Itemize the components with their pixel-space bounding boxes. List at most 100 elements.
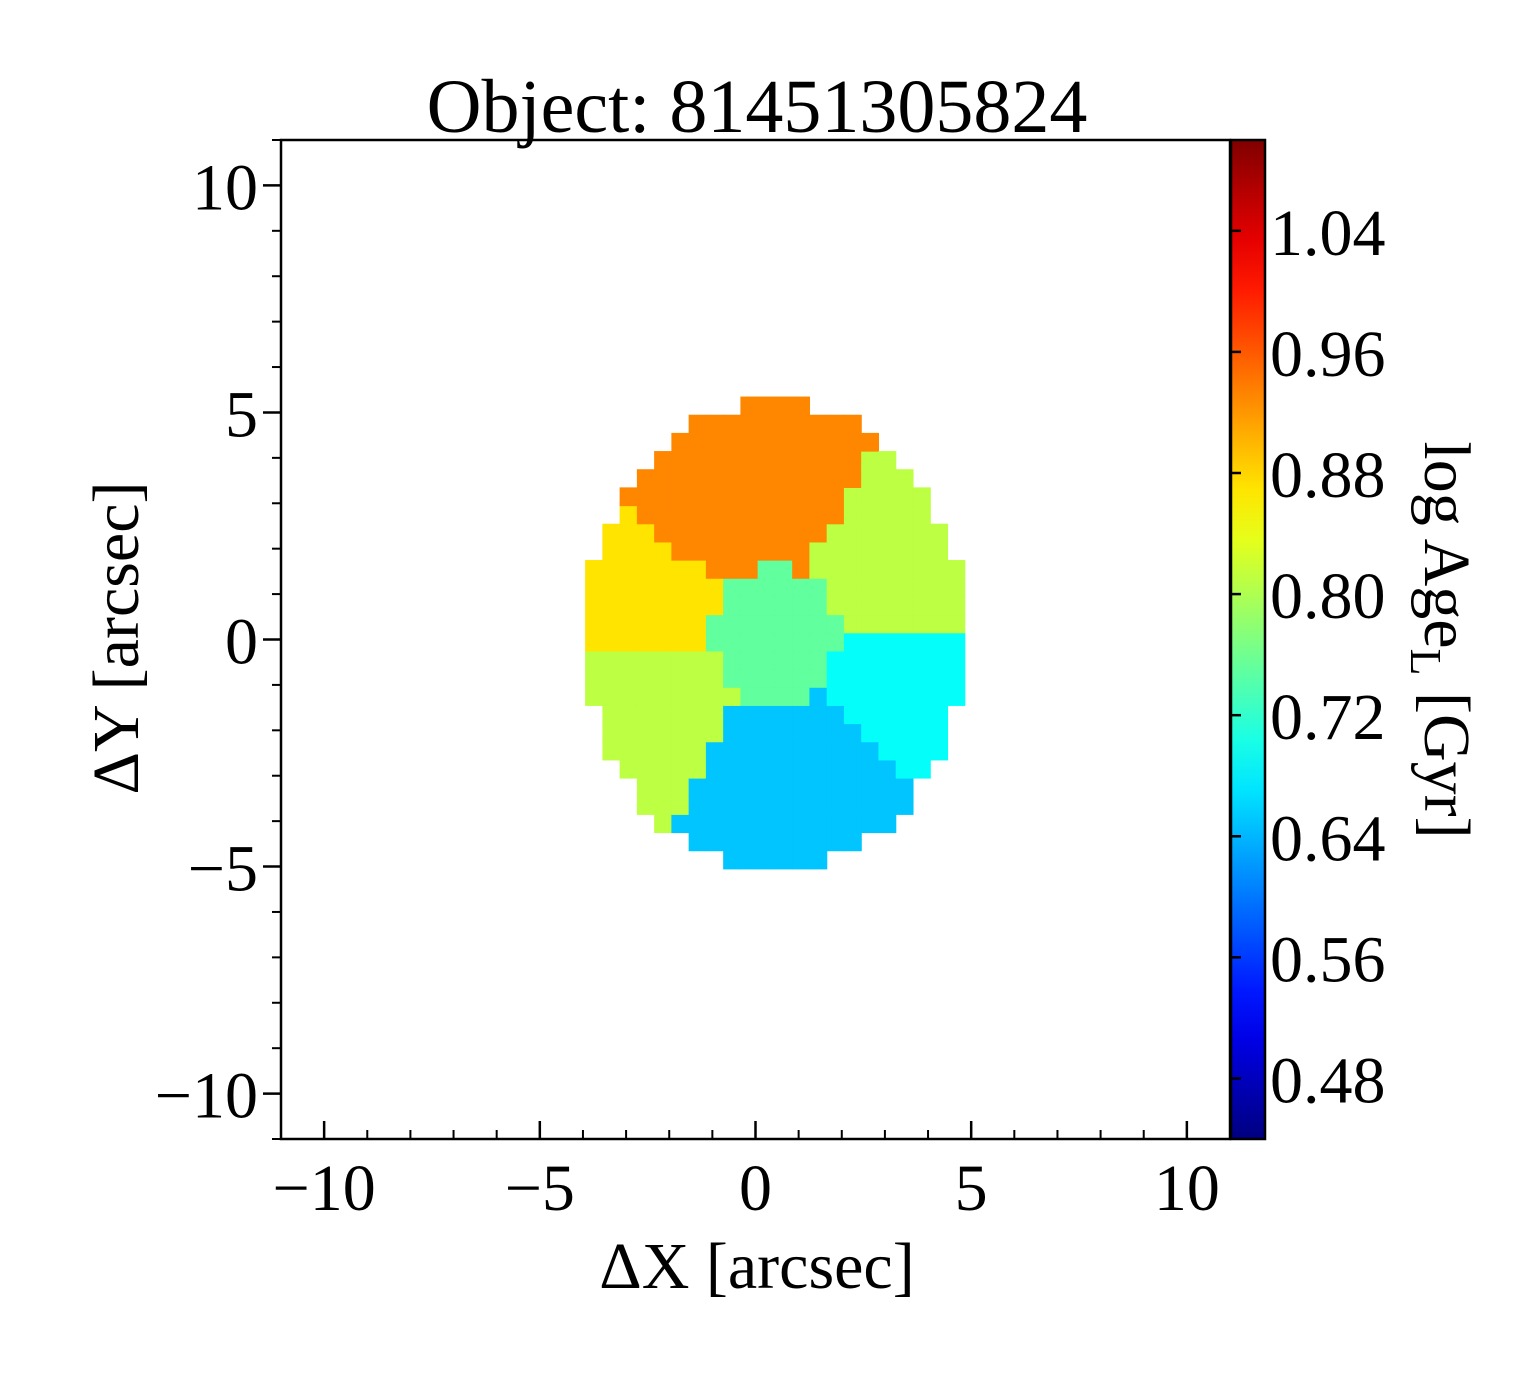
heatmap-cell [878, 632, 897, 652]
heatmap-cell [895, 669, 914, 688]
heatmap-cell [895, 650, 914, 670]
heatmap-cell [843, 814, 862, 834]
heatmap-cell [912, 541, 931, 561]
heatmap-cell [826, 632, 845, 652]
heatmap-cell [826, 705, 845, 725]
heatmap-cell [619, 741, 638, 761]
heatmap-cell [585, 614, 603, 634]
heatmap-cell [843, 487, 862, 507]
heatmap-cell [636, 541, 655, 561]
heatmap-cell [912, 723, 931, 743]
heatmap-cell [861, 487, 880, 507]
heatmap-cell [636, 523, 655, 543]
heatmap-cell [740, 705, 759, 725]
heatmap-cell [636, 596, 655, 616]
heatmap-cell [861, 560, 880, 579]
heatmap-cell [792, 578, 811, 597]
heatmap-cell [878, 596, 897, 616]
heatmap-cell [705, 632, 724, 652]
heatmap-cell [740, 832, 759, 852]
heatmap-cell [774, 832, 793, 852]
heatmap-cell [792, 650, 811, 670]
heatmap-cell [792, 669, 811, 688]
heatmap-cell [809, 832, 828, 852]
heatmap-cell [895, 778, 914, 797]
heatmap-cell [843, 778, 862, 797]
colorbar-ticks: 1.04 0.96 0.88 0.80 0.72 0.64 0.56 0.48 [1231, 197, 1386, 1117]
heatmap-cell [792, 451, 811, 470]
heatmap-cell [792, 632, 811, 652]
heatmap-cell [930, 705, 949, 725]
heatmap-cell [740, 560, 759, 579]
heatmap-cell [843, 578, 862, 597]
heatmap-cell [688, 414, 707, 434]
heatmap-cell [671, 723, 690, 743]
heatmap-cell [671, 451, 690, 470]
heatmap-cell [895, 687, 914, 706]
heatmap-cell [843, 669, 862, 688]
chart-title: Object: 81451305824 [427, 65, 1088, 149]
heatmap-cell [740, 578, 759, 597]
heatmap-cell [740, 541, 759, 561]
heatmap-cell [619, 669, 638, 688]
colorbar-label: log AgeL [Gyr] [1401, 441, 1483, 838]
heatmap-cell [705, 705, 724, 725]
heatmap-cell [740, 850, 759, 870]
heatmap-cell [740, 596, 759, 616]
heatmap-cell [774, 850, 793, 870]
heatmap-cell [843, 505, 862, 525]
heatmap-cell [809, 614, 828, 634]
heatmap-cell [878, 541, 897, 561]
heatmap-cell [602, 541, 621, 561]
heatmap-cell [723, 560, 741, 579]
heatmap-cell [671, 705, 690, 725]
heatmap-cell [688, 741, 707, 761]
colorbar-label-main: log Age [1410, 441, 1483, 648]
heatmap-cell [792, 469, 811, 488]
heatmap-cell [774, 669, 793, 688]
colorbar-tick-label: 0.80 [1270, 560, 1386, 633]
heatmap-cell [930, 632, 949, 652]
heatmap-cell [671, 814, 690, 834]
heatmap-cell [930, 541, 949, 561]
heatmap-cell [792, 759, 811, 779]
heatmap-cell [809, 723, 828, 743]
heatmap-cell [654, 778, 672, 797]
heatmap-cell [723, 741, 741, 761]
heatmap-cell [843, 614, 862, 634]
heatmap-cell [654, 669, 672, 688]
heatmap-cell [912, 632, 931, 652]
heatmap-cell [602, 560, 621, 579]
heatmap-cell [705, 669, 724, 688]
heatmap-cell [809, 705, 828, 725]
heatmap-cell [861, 505, 880, 525]
heatmap-cell [930, 723, 949, 743]
heatmap-cell [774, 469, 793, 488]
heatmap-cell [671, 469, 690, 488]
heatmap-cell [912, 560, 931, 579]
heatmap-cell [723, 469, 741, 488]
heatmap-cell [912, 596, 931, 616]
heatmap-cell [723, 523, 741, 543]
heatmap-cell [826, 796, 845, 815]
heatmap-cell [930, 523, 949, 543]
heatmap-cell [671, 632, 690, 652]
heatmap-cell [757, 487, 776, 507]
x-tick-label: 5 [955, 1152, 988, 1225]
heatmap-cell [809, 741, 828, 761]
heatmap-cell [671, 596, 690, 616]
heatmap-cell [585, 560, 603, 579]
heatmap-cell [861, 614, 880, 634]
heatmap-cell [792, 523, 811, 543]
heatmap-cell [757, 687, 776, 706]
heatmap-cell [705, 650, 724, 670]
heatmap-cell [705, 614, 724, 634]
heatmap-cell [878, 650, 897, 670]
heatmap-cell [705, 741, 724, 761]
heatmap-cell [947, 669, 966, 688]
heatmap-cell [723, 578, 741, 597]
colorbar-tick-label: 0.48 [1270, 1044, 1386, 1117]
heatmap-cell [878, 505, 897, 525]
heatmap-cell [809, 414, 828, 434]
heatmap-cell [861, 687, 880, 706]
